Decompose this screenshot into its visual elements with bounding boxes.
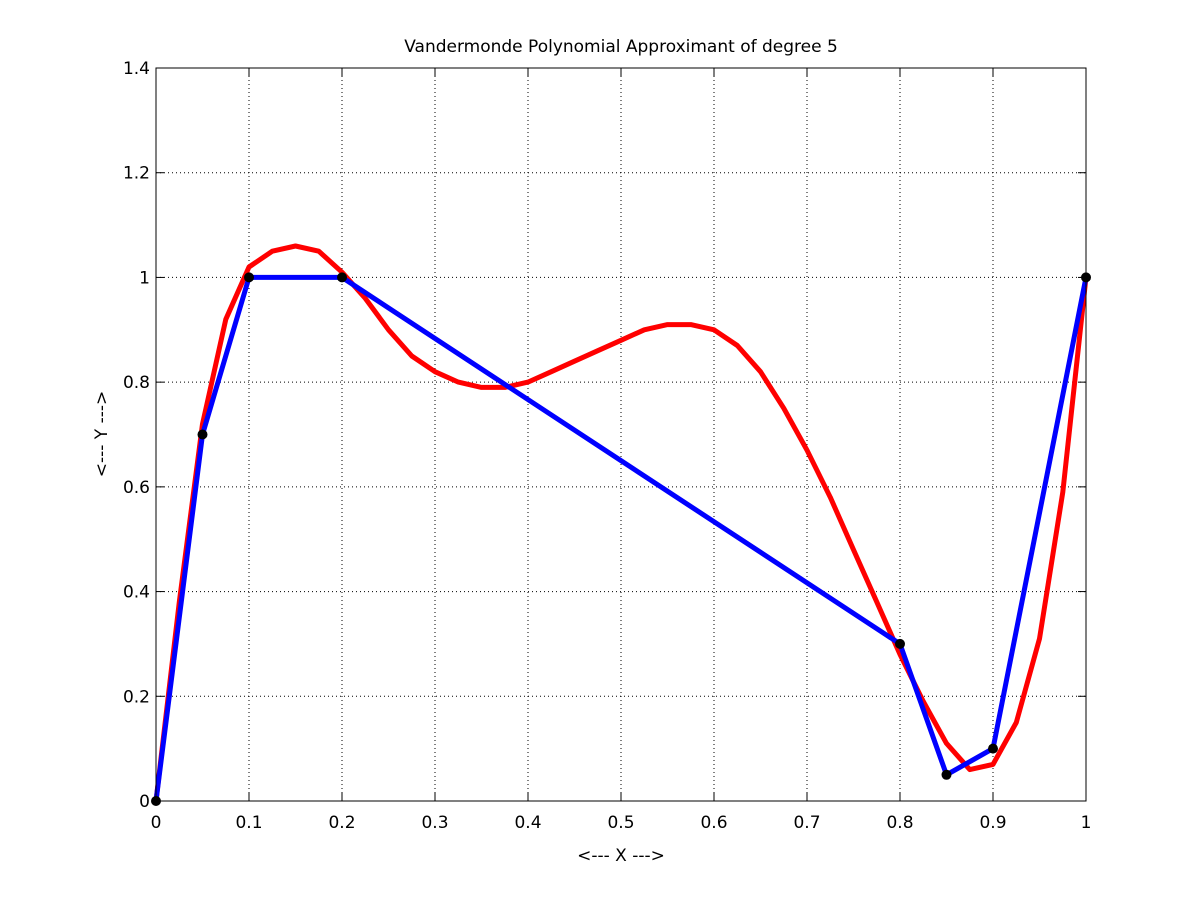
y-tick-label: 1.4 bbox=[123, 59, 150, 79]
y-tick-label: 1 bbox=[139, 268, 150, 288]
data-point-marker bbox=[244, 272, 254, 283]
data-point-marker bbox=[941, 769, 952, 780]
data-point-marker bbox=[337, 272, 347, 283]
data-point-marker bbox=[895, 638, 905, 649]
x-tick-label: 0.9 bbox=[979, 813, 1006, 833]
y-tick-label: 1.2 bbox=[123, 164, 150, 184]
y-tick-label: 0 bbox=[139, 792, 150, 812]
data-point-marker bbox=[988, 743, 998, 754]
x-tick-label: 0.8 bbox=[886, 813, 913, 833]
grid bbox=[156, 68, 1086, 801]
series-layer bbox=[151, 243, 1091, 806]
tick-marks bbox=[155, 67, 1087, 802]
x-tick-label: 0.2 bbox=[328, 813, 355, 833]
data-point-marker bbox=[197, 429, 208, 440]
x-tick-label: 0.5 bbox=[607, 813, 634, 833]
y-tick-labels: 0 0.2 0.4 0.6 0.8 1 1.2 1.4 bbox=[123, 59, 150, 812]
x-tick-label: 1 bbox=[1081, 813, 1092, 833]
x-tick-label: 0.7 bbox=[793, 813, 820, 833]
polynomial-approximant-line bbox=[153, 243, 1089, 804]
x-tick-label: 0.3 bbox=[421, 813, 448, 833]
x-tick-label: 0.6 bbox=[700, 813, 727, 833]
x-tick-label: 0.1 bbox=[235, 813, 262, 833]
x-tick-labels: 0 0.1 0.2 0.3 0.4 0.5 0.6 0.7 0.8 0.9 1 bbox=[151, 813, 1092, 833]
x-axis-label: <--- X ---> bbox=[577, 846, 665, 866]
chart-title: Vandermonde Polynomial Approximant of de… bbox=[404, 37, 838, 57]
x-tick-label: 0.4 bbox=[514, 813, 541, 833]
y-axis-label: <--- Y ---> bbox=[92, 391, 112, 478]
y-tick-label: 0.6 bbox=[123, 478, 150, 498]
x-tick-label: 0 bbox=[151, 813, 162, 833]
data-polyline bbox=[153, 274, 1089, 804]
y-tick-label: 0.8 bbox=[123, 373, 150, 393]
y-tick-label: 0.4 bbox=[123, 583, 150, 603]
plot-area bbox=[156, 68, 1086, 801]
y-tick-label: 0.2 bbox=[123, 687, 150, 707]
